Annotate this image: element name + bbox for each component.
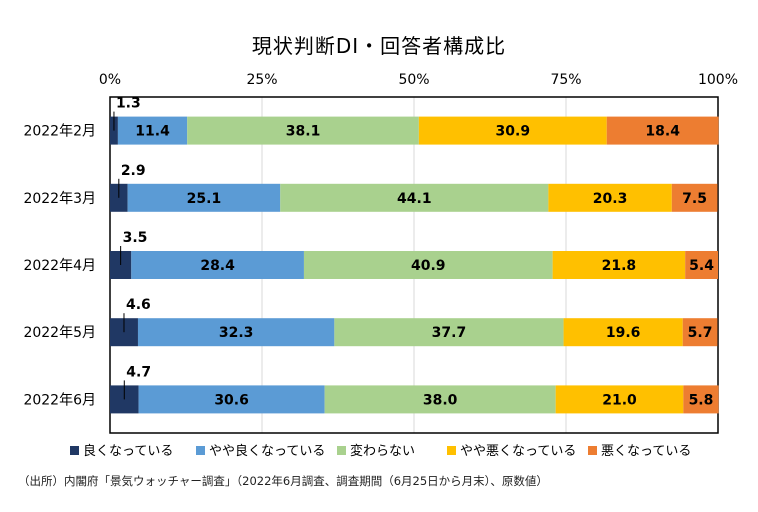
bar-segment (303, 251, 553, 279)
data-label: 4.6 (126, 297, 151, 313)
bar-segment (418, 116, 607, 145)
bar-segment (117, 116, 188, 145)
bar-segment (685, 251, 718, 279)
data-label: 21.0 (602, 392, 637, 408)
legend-label: 悪くなっている (601, 444, 691, 459)
data-label: 19.6 (606, 325, 641, 341)
bar-segment (137, 318, 335, 347)
data-label: 40.9 (411, 258, 446, 274)
bar-segment (138, 385, 325, 414)
category-label: 2022年6月 (23, 392, 96, 408)
data-label: 28.4 (200, 258, 235, 274)
legend-swatch (337, 446, 346, 455)
category-label: 2022年3月 (23, 191, 96, 207)
data-label: 3.5 (123, 230, 148, 246)
legend-label: やや良くなっている (209, 443, 325, 459)
bar-segment (280, 183, 549, 212)
legend-label: 良くなっている (83, 443, 173, 459)
bar-segment (671, 183, 718, 212)
legend-swatch (588, 446, 597, 455)
bar-segment (334, 318, 564, 347)
data-label: 2.9 (121, 163, 146, 179)
data-label: 38.1 (286, 124, 321, 140)
legend-label: 変わらない (350, 443, 415, 459)
x-tick-label: 100% (698, 72, 738, 88)
bar-segment (187, 116, 419, 145)
data-label: 20.3 (593, 191, 628, 207)
bar-segment (131, 251, 304, 279)
category-label: 2022年2月 (23, 124, 96, 140)
data-label: 5.4 (689, 258, 714, 274)
x-tick-label: 0% (99, 72, 121, 88)
data-label: 5.7 (688, 325, 713, 341)
bar-segment (548, 183, 672, 212)
data-label: 7.5 (682, 191, 707, 207)
data-label: 1.3 (116, 96, 141, 112)
bar-segment (324, 385, 556, 414)
data-label: 18.4 (645, 124, 680, 140)
bar-segment (606, 116, 719, 145)
bar-segment (127, 183, 281, 212)
legend-swatch (196, 446, 205, 455)
bar-segment (563, 318, 683, 347)
x-tick-label: 50% (398, 72, 429, 88)
data-label: 11.4 (135, 124, 170, 140)
data-label: 37.7 (432, 325, 467, 341)
data-label: 25.1 (187, 191, 222, 207)
data-label: 5.8 (689, 392, 714, 408)
data-label: 21.8 (602, 258, 637, 274)
bar-segment (552, 251, 686, 279)
bar-segment (683, 385, 719, 414)
chart-title: 現状判断DI・回答者構成比 (251, 34, 507, 58)
data-label: 30.9 (496, 124, 531, 140)
bar-segment (682, 318, 718, 347)
source-note: （出所）内閣府「景気ウォッチャー調査」（2022年6月調査、調査期間（6月25日… (18, 474, 548, 488)
category-label: 2022年5月 (23, 325, 96, 341)
category-label: 2022年4月 (23, 258, 96, 274)
data-label: 30.6 (214, 392, 249, 408)
data-label: 4.7 (126, 364, 151, 380)
data-label: 44.1 (397, 191, 432, 207)
legend-label: やや悪くなっている (460, 444, 576, 459)
legend-swatch (447, 446, 456, 455)
x-tick-label: 25% (246, 72, 277, 88)
bar-segment (555, 385, 684, 414)
legend-swatch (70, 446, 79, 455)
x-tick-label: 75% (550, 72, 581, 88)
data-label: 32.3 (219, 325, 254, 341)
data-label: 38.0 (423, 392, 458, 408)
